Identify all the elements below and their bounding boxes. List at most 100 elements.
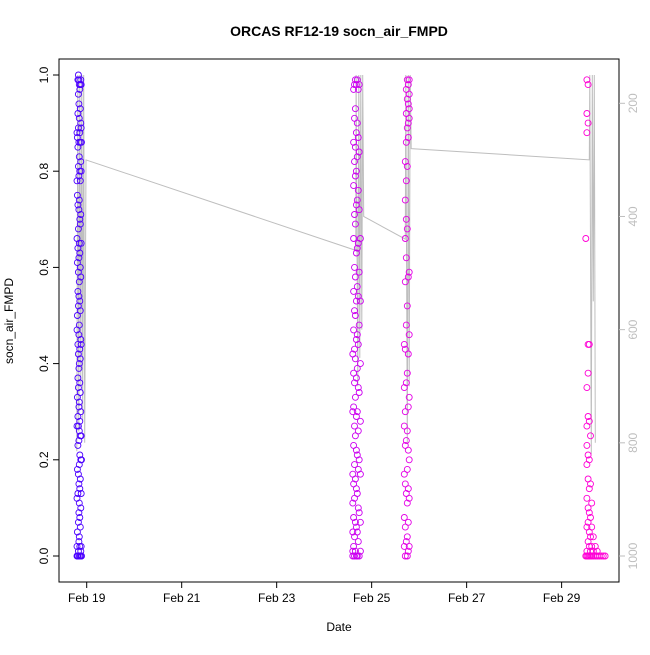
data-point [74,374,82,382]
data-point [75,533,83,541]
data-point [73,191,81,199]
x-tick-label: Feb 27 [448,591,486,605]
data-point [75,398,83,406]
data-point [405,114,413,122]
data-point [75,278,83,286]
data-point [401,552,409,560]
data-point [352,413,360,420]
data-point [355,81,363,89]
data-point [403,76,411,84]
data-point [402,215,410,223]
y2-tick-label: 1000 [626,542,640,569]
data-point [404,81,412,89]
data-point [597,552,605,560]
data-point [77,504,85,512]
data-point [78,456,85,464]
data-point [74,225,82,233]
data-point [400,470,408,478]
data-point [75,331,83,339]
data-point [351,518,359,526]
data-point [356,518,364,526]
data-point [351,552,358,560]
data-point [401,196,409,204]
data-point [76,379,84,387]
data-point [350,138,358,146]
data-point [353,490,361,497]
data-point [75,499,83,507]
data-point [355,509,363,517]
data-point [404,547,412,555]
data-point [356,297,364,305]
data-point [77,124,85,132]
data-point [401,158,409,166]
data-point [73,177,81,185]
x-tick-label: Feb 25 [353,591,391,605]
data-point [405,90,413,98]
data-point [354,538,362,546]
data-point [73,528,81,536]
data-point [405,456,413,464]
data-point [352,523,360,531]
data-point [354,384,362,392]
data-point [583,494,591,502]
data-point [74,350,82,358]
data-point [584,119,592,127]
data-point [401,345,409,353]
data-point [349,499,357,507]
data-point [356,360,364,368]
data-point [77,547,85,555]
data-point [349,408,357,416]
data-point [402,321,410,329]
data-point [405,331,413,339]
data-point [404,273,412,281]
data-point [76,514,84,521]
data-point [74,441,82,449]
data-point [401,408,409,416]
data-point [584,81,592,89]
altitude-track-layer [76,74,596,455]
data-point [403,427,411,435]
data-point [351,263,358,271]
secondary-y-axis: 200 400 600 800 1000 [619,93,640,569]
data-point [584,369,592,377]
data-point [74,302,82,310]
x-axis: Feb 19 Feb 21 Feb 23 Feb 25 Feb 27 Feb 29 [68,581,581,605]
data-point [353,451,361,459]
data-point [76,263,84,271]
data-point [403,302,411,310]
y2-tick-label: 600 [626,319,640,339]
data-point [75,100,83,108]
data-point [582,235,590,242]
data-point [76,451,84,459]
data-point [75,114,83,122]
data-point [584,413,592,420]
data-point [403,465,411,473]
data-point [405,105,413,113]
data-point [76,485,84,493]
data-point [77,273,85,281]
data-point [349,547,357,555]
data-point [76,105,84,113]
y-tick-label: 0.6 [37,259,51,276]
data-point [75,196,83,204]
data-point [351,211,358,218]
data-point [353,153,361,161]
data-point [585,417,593,425]
data-point [585,485,593,493]
data-point [355,148,363,156]
data-point [75,360,83,368]
data-point [351,379,358,387]
data-point [351,355,359,363]
data-point [351,220,359,228]
data-point [75,292,83,300]
data-point [77,490,85,497]
data-point [350,182,358,190]
y-tick-label: 1.0 [37,66,51,83]
y2-tick-label: 200 [626,93,640,113]
data-point [583,441,591,449]
data-point [402,379,410,387]
data-point [599,552,607,560]
data-point [77,119,85,127]
y-tick-label: 0.2 [37,451,51,468]
data-point [76,523,84,531]
